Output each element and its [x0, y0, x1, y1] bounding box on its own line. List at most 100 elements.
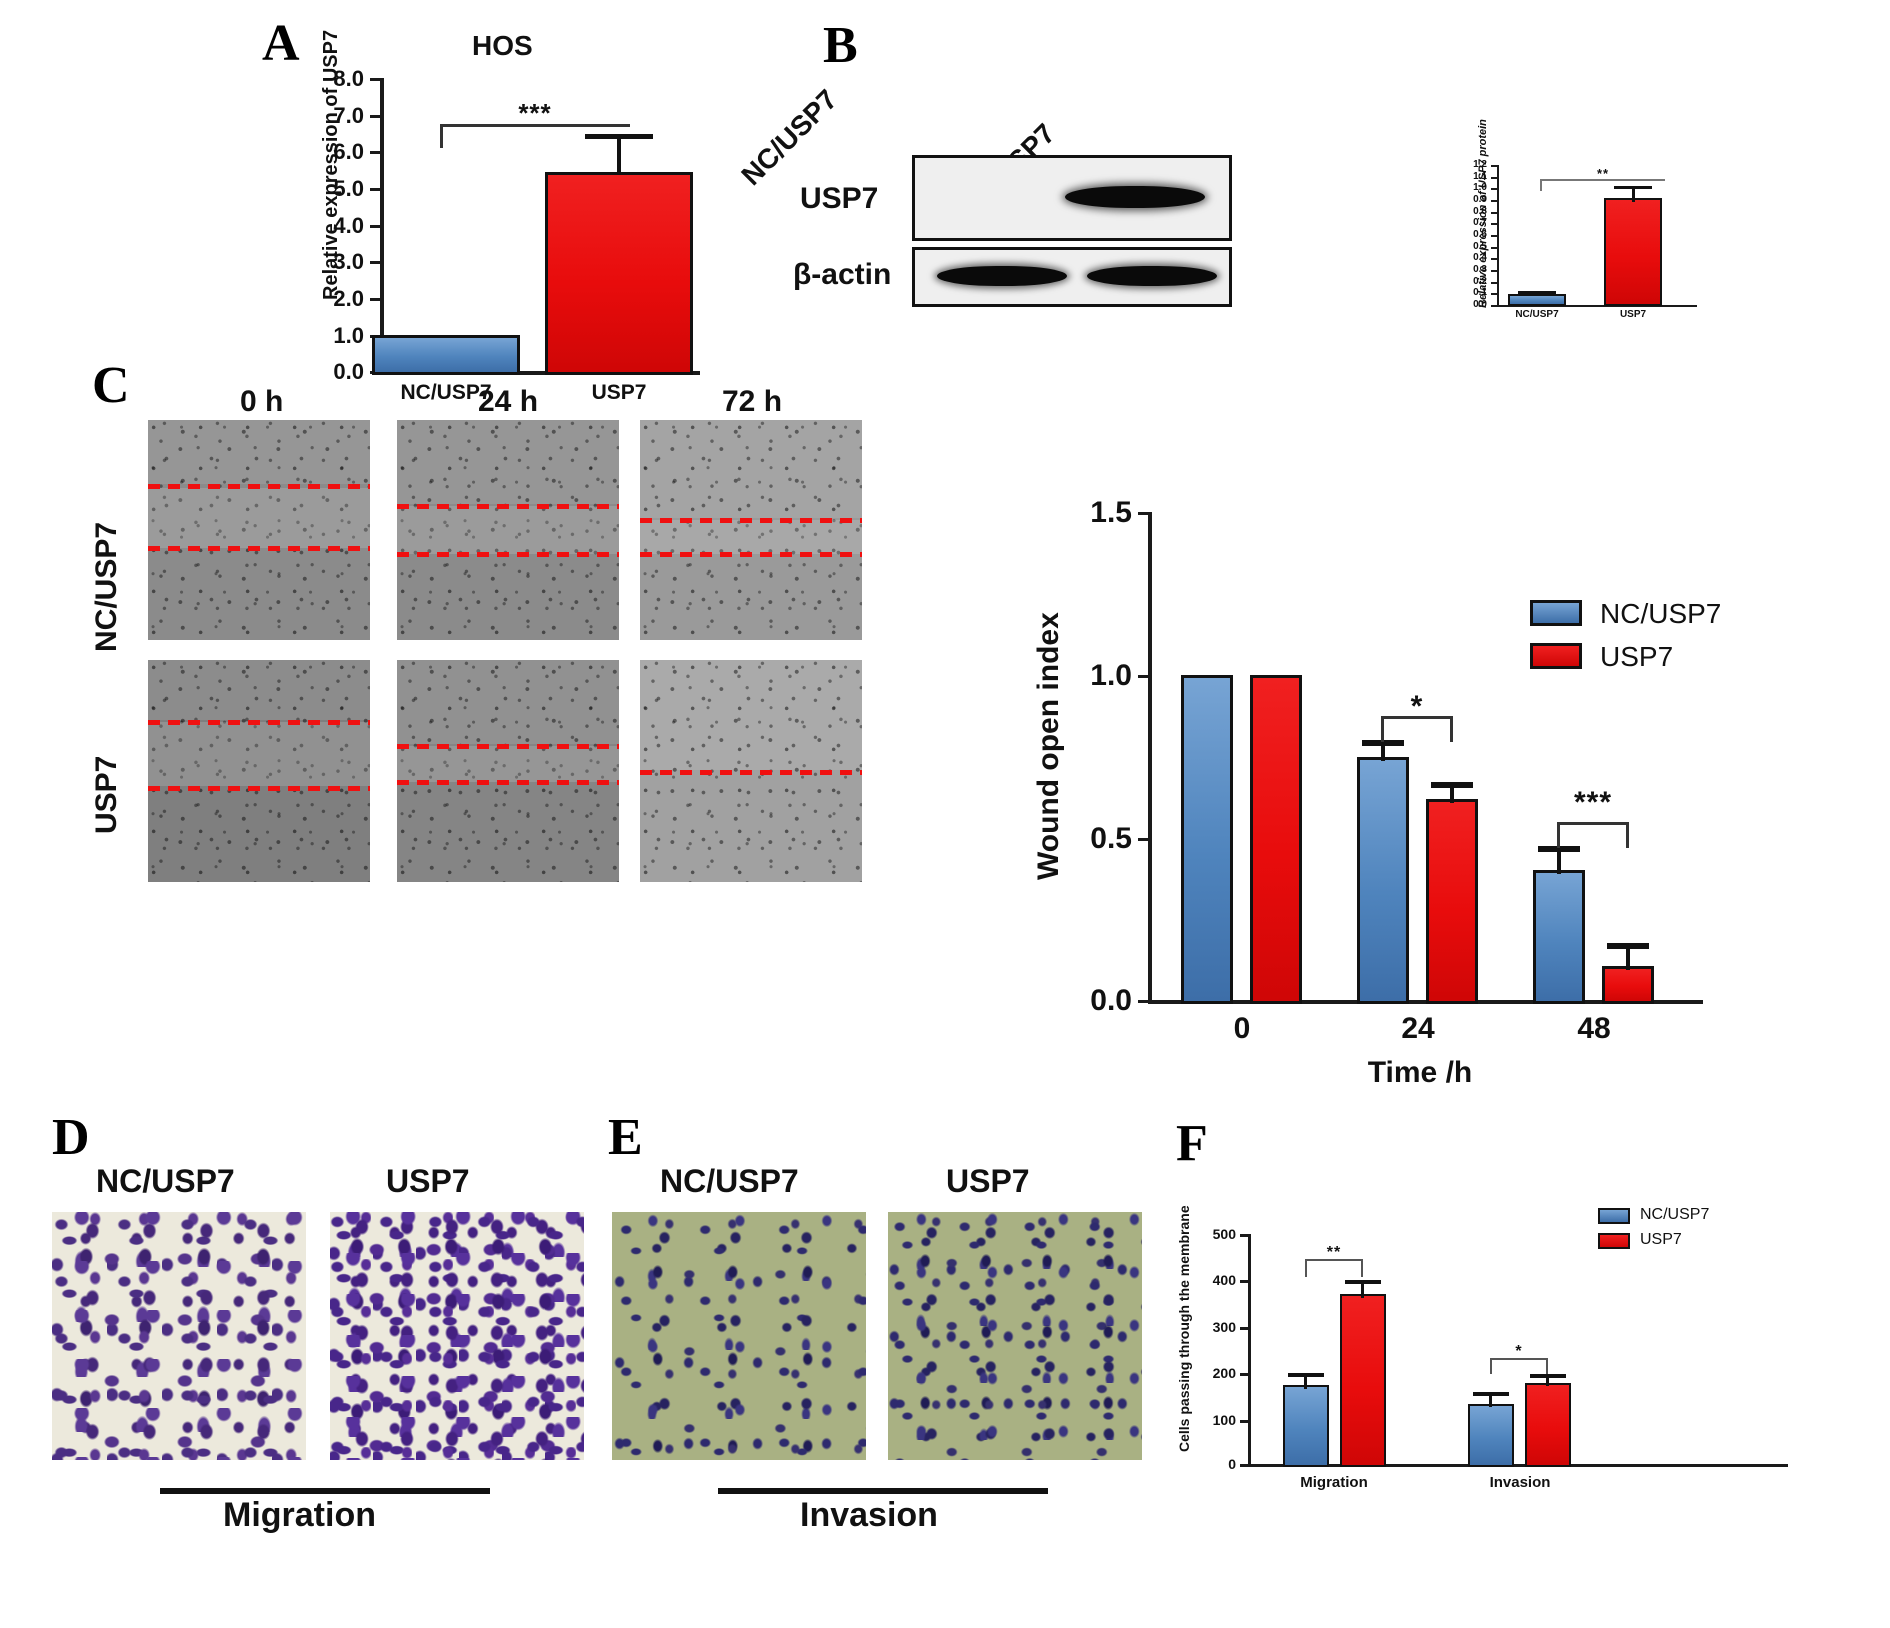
panel-a-bar-nc: [372, 335, 520, 375]
panel-c-xlabel: Time /h: [1367, 1056, 1473, 1089]
panel-letter-b: B: [823, 17, 858, 74]
panel-d-image-label-usp7: USP7: [386, 1163, 470, 1199]
panel-c-errorbar-48-usp7-cap: [1607, 943, 1649, 949]
panel-a-tick-8: [370, 78, 380, 81]
panel-f-tick-200: [1240, 1373, 1248, 1376]
panel-c-catlabel-0: 0: [1233, 1012, 1251, 1045]
panel-a-ticklabel-4: 4.0: [333, 213, 364, 238]
panel-c-errorbar-24-nc-vert: [1381, 743, 1385, 761]
panel-b-errorbar-usp7-vert: [1632, 188, 1635, 202]
panel-c-tick-15: [1138, 512, 1148, 515]
panel-e-caption: Invasion: [800, 1496, 938, 1534]
panel-e-image-usp7: [888, 1212, 1142, 1460]
panel-c-row-label-usp7: USP7: [90, 755, 123, 834]
panel-b-ticklabel-5: 0.5: [1473, 241, 1487, 252]
panel-b-bar-usp7: [1604, 198, 1662, 306]
panel-c-bar-24-usp7: [1426, 799, 1478, 1004]
panel-d-caption: Migration: [223, 1496, 376, 1534]
panel-b-significance-stars: **: [1596, 166, 1610, 181]
panel-c-significance-bracket-24: [1381, 716, 1453, 742]
panel-f-ticklabel-200: 200: [1212, 1365, 1236, 1381]
panel-c-bar-48-nc: [1533, 870, 1585, 1004]
panel-b-band-usp7-lane2: [1065, 186, 1205, 208]
panel-a-tick-6: [370, 151, 380, 154]
panel-letter-d: D: [52, 1109, 90, 1166]
panel-c-image-usp7-0h: [148, 660, 370, 882]
panel-c-tick-10: [1138, 675, 1148, 678]
panel-f-legend-label-nc: NC/USP7: [1640, 1206, 1710, 1223]
panel-f-tick-0: [1240, 1464, 1248, 1467]
panel-a-significance-bracket: [440, 124, 630, 148]
panel-c-dash-line: [397, 552, 619, 557]
panel-a-catlabel-usp7: USP7: [591, 381, 647, 404]
panel-letter-c: C: [92, 357, 130, 414]
panel-c-dash-line: [148, 484, 370, 489]
panel-f-errorbar-migration-nc-cap: [1288, 1373, 1324, 1377]
panel-a-ticklabel-3: 3.0: [333, 249, 364, 274]
panel-c-dash-line: [640, 770, 862, 775]
panel-b-y-axis: [1497, 165, 1499, 306]
panel-f-ticklabel-300: 300: [1212, 1319, 1236, 1335]
panel-c-ticklabel-15: 1.5: [1090, 496, 1132, 529]
panel-b-ticklabel-1: 0.1: [1473, 287, 1487, 298]
panel-c-dash-line: [640, 518, 862, 523]
panel-b-tick-11: [1491, 177, 1497, 179]
panel-b-ticklabel-9: 0.9: [1473, 194, 1487, 205]
panel-f-errorbar-invasion-nc-cap: [1473, 1392, 1509, 1396]
panel-f-tick-400: [1240, 1280, 1248, 1283]
panel-b-ticklabel-8: 0.8: [1473, 206, 1487, 217]
panel-c-tick-00: [1138, 1000, 1148, 1003]
panel-f-bar-migration-nc: [1283, 1385, 1329, 1467]
panel-c-ticklabel-05: 0.5: [1090, 822, 1132, 855]
panel-a-ticklabel-1: 1.0: [333, 323, 364, 348]
panel-a-y-axis: [380, 78, 384, 374]
panel-b-tick-7: [1491, 223, 1497, 225]
panel-a-bar-usp7: [545, 172, 693, 375]
panel-f-bar-invasion-nc: [1468, 1404, 1514, 1467]
panel-c-bar-0-nc: [1181, 675, 1233, 1004]
panel-f-bar-invasion-usp7: [1525, 1383, 1571, 1467]
panel-c-dash-line: [397, 504, 619, 509]
panel-a-tick-2: [370, 298, 380, 301]
panel-a-ticklabel-8: 8.0: [333, 66, 364, 91]
panel-b-ticklabel-11: 1.1: [1473, 171, 1487, 182]
panel-c-bar-0-usp7: [1250, 675, 1302, 1004]
panel-f-ticklabel-500: 500: [1212, 1226, 1236, 1242]
panel-c-dash-line: [397, 780, 619, 785]
panel-f-y-axis: [1248, 1234, 1251, 1467]
panel-b-tick-1: [1491, 293, 1497, 295]
panel-e-image-nc: [612, 1212, 866, 1460]
panel-c-significance-stars-48: ***: [1573, 786, 1613, 819]
panel-c-col-header-0h: 0 h: [240, 385, 284, 418]
panel-b-row-label-usp7: USP7: [800, 182, 879, 215]
panel-b-row-label-bactin: β-actin: [793, 258, 892, 291]
panel-b-significance-bracket: [1540, 179, 1665, 191]
panel-b-ticklabel-10: 1.0: [1473, 182, 1487, 193]
panel-b-tick-0: [1491, 305, 1497, 307]
panel-b-tick-3: [1491, 270, 1497, 272]
panel-b-blot-bactin: [912, 247, 1232, 307]
panel-c-errorbar-24-usp7-cap: [1431, 782, 1473, 788]
panel-c-tick-05: [1138, 838, 1148, 841]
panel-c-bar-24-nc: [1357, 757, 1409, 1004]
panel-c-bar-48-usp7: [1602, 966, 1654, 1004]
panel-b-tick-8: [1491, 212, 1497, 214]
panel-c-ticklabel-00: 0.0: [1090, 984, 1132, 1017]
panel-c-dash-line: [148, 786, 370, 791]
panel-f-ticklabel-100: 100: [1212, 1412, 1236, 1428]
panel-f-significance-stars-migration: **: [1326, 1244, 1342, 1261]
panel-b-lane-label-nc: NC/USP7: [735, 83, 844, 192]
panel-f-errorbar-migration-usp7-vert: [1361, 1282, 1364, 1298]
panel-b-errorbar-usp7-cap: [1614, 186, 1652, 189]
panel-f-catlabel-migration: Migration: [1300, 1474, 1368, 1491]
panel-b-ticklabel-3: 0.3: [1473, 264, 1487, 275]
panel-f-errorbar-invasion-usp7-cap: [1530, 1374, 1566, 1378]
panel-d-image-usp7: [330, 1212, 584, 1460]
panel-b-tick-6: [1491, 235, 1497, 237]
panel-c-dash-line: [148, 720, 370, 725]
panel-c-image-usp7-24h: [397, 660, 619, 882]
panel-c-errorbar-24-usp7-vert: [1450, 785, 1454, 803]
panel-b-bar-nc: [1508, 294, 1566, 306]
panel-b-tick-2: [1491, 282, 1497, 284]
panel-b-band-bactin-lane2: [1087, 266, 1217, 286]
